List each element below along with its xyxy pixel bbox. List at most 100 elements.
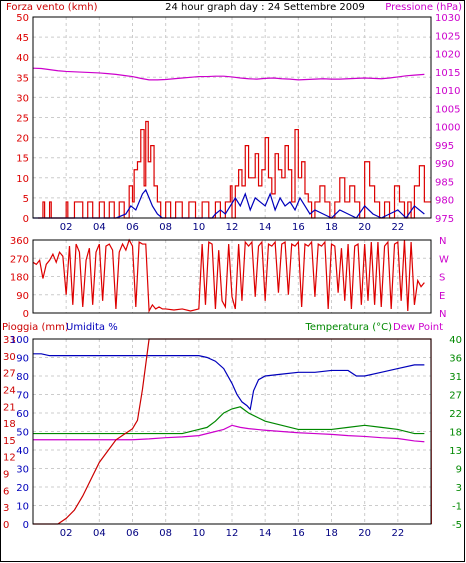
wind-x-tick-label: 20 xyxy=(358,222,371,233)
series-forza-vento-kmh- xyxy=(37,120,431,219)
temperature-y-tick-label: -5 xyxy=(452,520,462,531)
series-raffica xyxy=(33,188,425,219)
climate-x-tick-label: 02 xyxy=(60,528,73,539)
pressure-y-tick-label: 1025 xyxy=(435,31,460,42)
rain-y-tick-label: 24 xyxy=(3,385,16,396)
climate-x-tick-label: 22 xyxy=(391,528,404,539)
wind-y-tick-label: 40 xyxy=(16,53,29,64)
temperature-y-tick-label: 22 xyxy=(449,409,462,420)
wind-y-tick-label: 35 xyxy=(16,73,29,84)
wind-x-tick-label: 02 xyxy=(60,222,73,233)
climate-x-tick-label: 08 xyxy=(159,528,172,539)
temperature-y-tick-label: -1 xyxy=(452,502,462,513)
compass-label: E xyxy=(439,291,445,302)
humidity-y-tick-label: 60 xyxy=(16,409,29,420)
rain-y-tick-label: 15 xyxy=(3,436,16,447)
humidity-y-tick-label: 30 xyxy=(16,465,29,476)
wind-x-tick-label: 12 xyxy=(226,222,239,233)
rain-y-tick-label: 30 xyxy=(3,352,16,363)
compass-label: N xyxy=(439,309,446,320)
humidity-y-tick-label: 90 xyxy=(16,354,29,365)
wind-y-tick-label: 50 xyxy=(16,13,29,24)
humidity-axis-title: Umidita % xyxy=(66,322,118,333)
pressure-axis-title: Pressione (hPa) xyxy=(385,2,462,13)
wind-x-tick-label: 06 xyxy=(126,222,139,233)
wind-y-tick-label: 10 xyxy=(16,174,29,185)
pressure-y-tick-label: 975 xyxy=(435,214,454,225)
wind-x-tick-label: 16 xyxy=(292,222,305,233)
wind-y-tick-label: 45 xyxy=(16,33,29,44)
direction-plot-area xyxy=(32,239,432,314)
climate-x-tick-label: 04 xyxy=(93,528,106,539)
direction-y-tick-label: 180 xyxy=(10,273,29,284)
rain-y-tick-label: 0 xyxy=(3,520,9,531)
series-dew-point xyxy=(33,424,425,443)
wind-y-tick-label: 25 xyxy=(16,114,29,125)
temperature-y-tick-label: 27 xyxy=(449,391,462,402)
wind-x-tick-label: 14 xyxy=(259,222,272,233)
wind-y-tick-label: 0 xyxy=(23,214,29,225)
compass-label: N xyxy=(439,236,446,247)
humidity-y-tick-label: 20 xyxy=(16,483,29,494)
pressure-y-tick-label: 1010 xyxy=(435,86,460,97)
pressure-y-tick-label: 985 xyxy=(435,177,454,188)
direction-y-tick-label: 0 xyxy=(23,309,29,320)
climate-x-tick-label: 12 xyxy=(226,528,239,539)
rain-y-tick-label: 33 xyxy=(3,335,16,346)
rain-y-tick-label: 18 xyxy=(3,419,16,430)
graph-title: 24 hour graph day : 24 Settembre 2009 xyxy=(165,2,365,13)
rain-y-tick-label: 9 xyxy=(3,470,9,481)
direction-y-tick-label: 90 xyxy=(16,291,29,302)
climate-x-tick-label: 06 xyxy=(126,528,139,539)
temperature-y-tick-label: 31 xyxy=(449,372,462,383)
pressure-y-tick-label: 995 xyxy=(435,141,454,152)
climate-x-tick-label: 16 xyxy=(292,528,305,539)
series-direction xyxy=(32,238,425,314)
wind-y-tick-label: 5 xyxy=(23,194,29,205)
direction-y-tick-label: 270 xyxy=(10,254,29,265)
pressure-y-tick-label: 1000 xyxy=(435,123,460,134)
temperature-y-tick-label: 9 xyxy=(456,465,462,476)
wind-x-tick-label: 22 xyxy=(391,222,404,233)
rain-y-tick-label: 3 xyxy=(3,503,9,514)
climate-plot-area xyxy=(32,338,432,525)
rain-y-tick-label: 27 xyxy=(3,369,16,380)
series-temperatura-c- xyxy=(33,406,425,435)
pressure-y-tick-label: 1005 xyxy=(435,104,460,115)
pressure-y-tick-label: 980 xyxy=(435,196,454,207)
humidity-y-tick-label: 50 xyxy=(16,428,29,439)
wind-axis-title: Forza vento (kmh) xyxy=(6,2,98,13)
compass-label: W xyxy=(439,254,449,265)
wind-y-tick-label: 30 xyxy=(16,93,29,104)
climate-x-tick-label: 18 xyxy=(325,528,338,539)
temperature-y-tick-label: 36 xyxy=(449,354,462,365)
wind-y-tick-label: 15 xyxy=(16,154,29,165)
rain-y-tick-label: 6 xyxy=(3,486,9,497)
temperature-y-tick-label: 40 xyxy=(449,335,462,346)
wind-plot-area xyxy=(32,16,432,219)
rain-y-tick-label: 12 xyxy=(3,453,16,464)
climate-x-tick-label: 14 xyxy=(259,528,272,539)
humidity-y-tick-label: 70 xyxy=(16,391,29,402)
temperature-axis-title: Temperatura (°C) xyxy=(304,322,392,333)
series-umidita- xyxy=(33,353,425,411)
rain-axis-title: Pioggia (mm) xyxy=(2,322,69,333)
humidity-y-tick-label: 80 xyxy=(16,372,29,383)
pressure-y-tick-label: 1020 xyxy=(435,50,460,61)
temperature-y-tick-label: 3 xyxy=(456,483,462,494)
temperature-y-tick-label: 18 xyxy=(449,428,462,439)
wind-x-tick-label: 18 xyxy=(325,222,338,233)
climate-x-tick-label: 10 xyxy=(192,528,205,539)
humidity-y-tick-label: 0 xyxy=(23,520,29,531)
pressure-y-tick-label: 1015 xyxy=(435,68,460,79)
compass-label: S xyxy=(439,273,445,284)
dewpoint-axis-title: Dew Point xyxy=(393,322,443,333)
series-pressione-hpa- xyxy=(32,67,425,81)
wind-x-tick-label: 10 xyxy=(192,222,205,233)
direction-y-tick-label: 360 xyxy=(10,236,29,247)
humidity-y-tick-label: 10 xyxy=(16,502,29,513)
pressure-y-tick-label: 1030 xyxy=(435,13,460,24)
wind-x-tick-label: 08 xyxy=(159,222,172,233)
humidity-y-tick-label: 100 xyxy=(10,335,29,346)
